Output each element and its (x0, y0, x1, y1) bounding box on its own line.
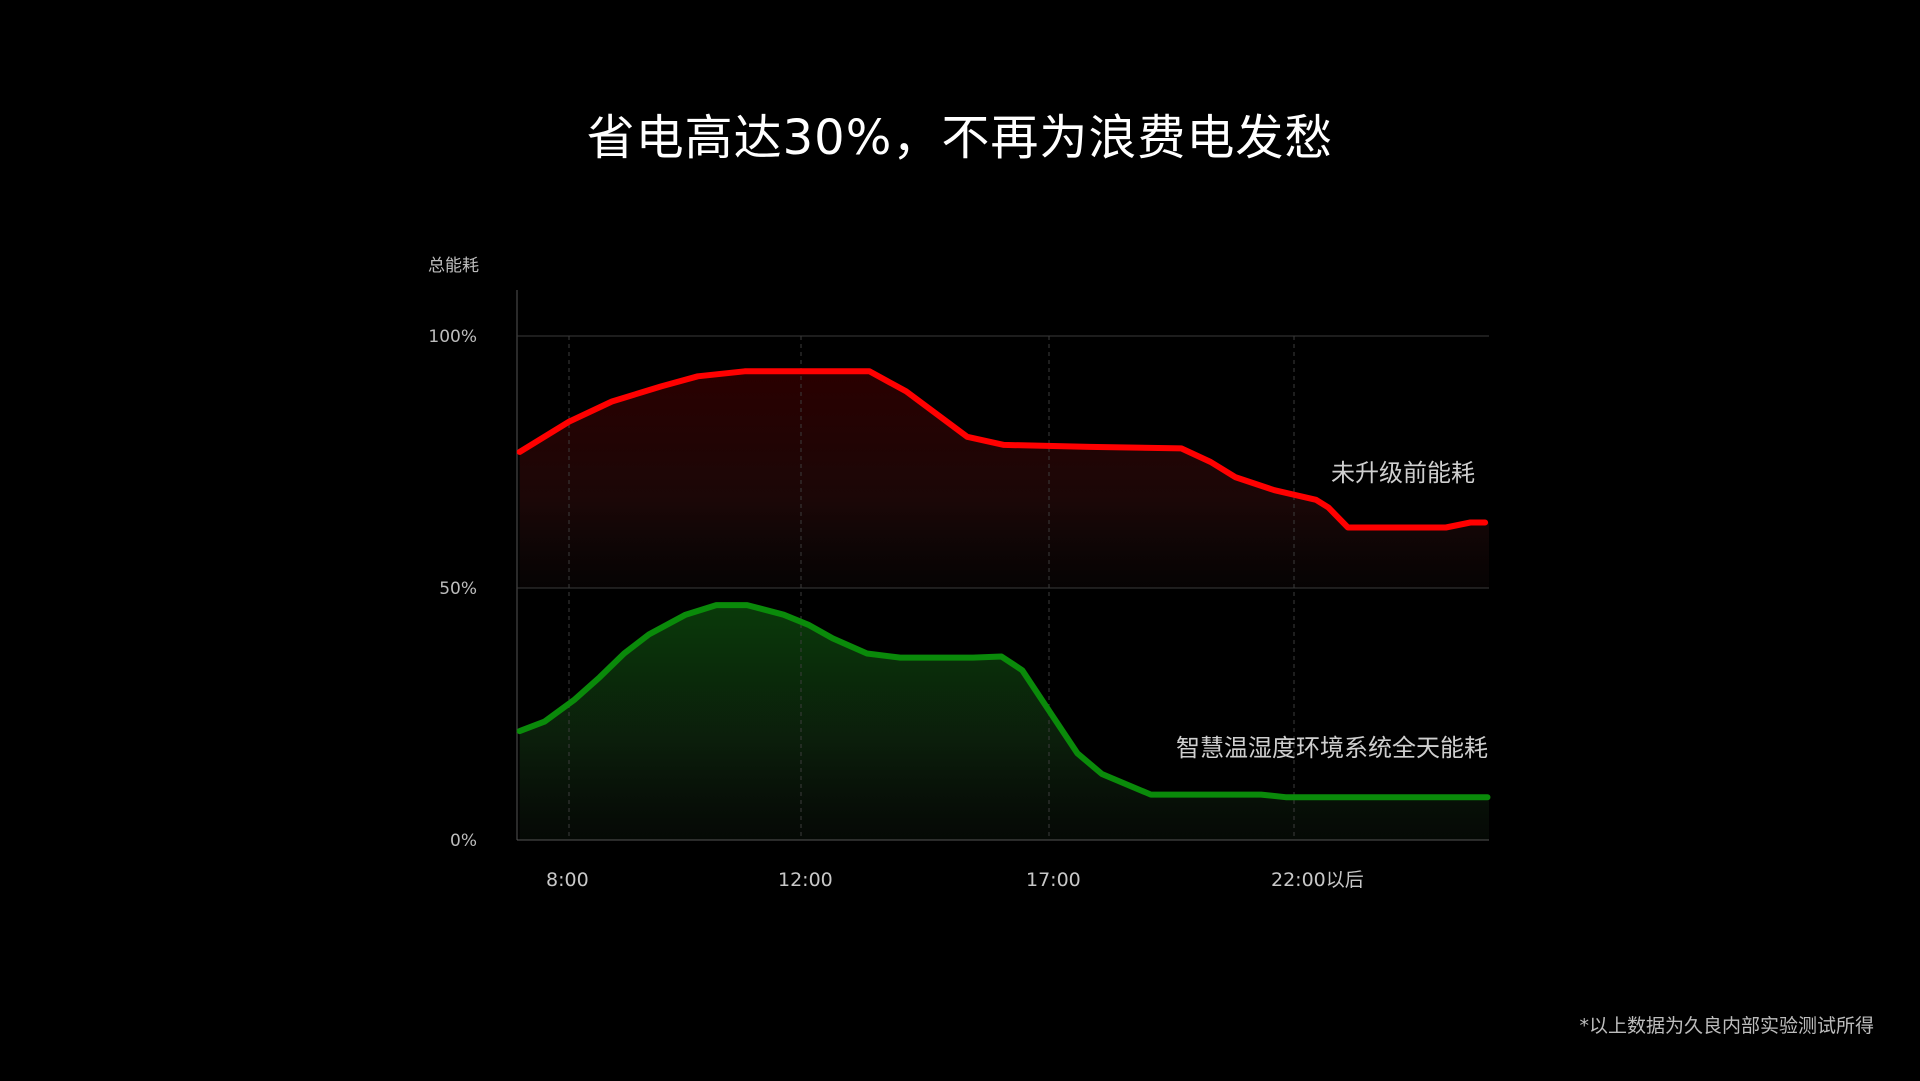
x-tick-label: 22:00以后 (1271, 869, 1364, 891)
series-line-1 (516, 602, 1491, 801)
page-title: 省电高达30%，不再为浪费电发愁 (586, 110, 1334, 166)
series-fill-0 (519, 371, 1489, 588)
y-tick-label: 0% (450, 831, 477, 851)
footnote: *以上数据为久良内部实验测试所得 (1579, 1015, 1874, 1037)
x-tick-label: 12:00 (778, 869, 833, 891)
series-fill-1 (519, 605, 1489, 840)
y-tick-label: 50% (439, 579, 477, 599)
y-tick-label: 100% (428, 327, 477, 347)
series-label: 智慧温湿度环境系统全天能耗 (1176, 734, 1488, 762)
x-tick-label: 17:00 (1026, 869, 1081, 891)
x-tick-label: 8:00 (546, 869, 589, 891)
y-axis-label: 总能耗 (428, 256, 479, 276)
series-line-0 (516, 368, 1489, 531)
series-label: 未升级前能耗 (1331, 459, 1475, 487)
